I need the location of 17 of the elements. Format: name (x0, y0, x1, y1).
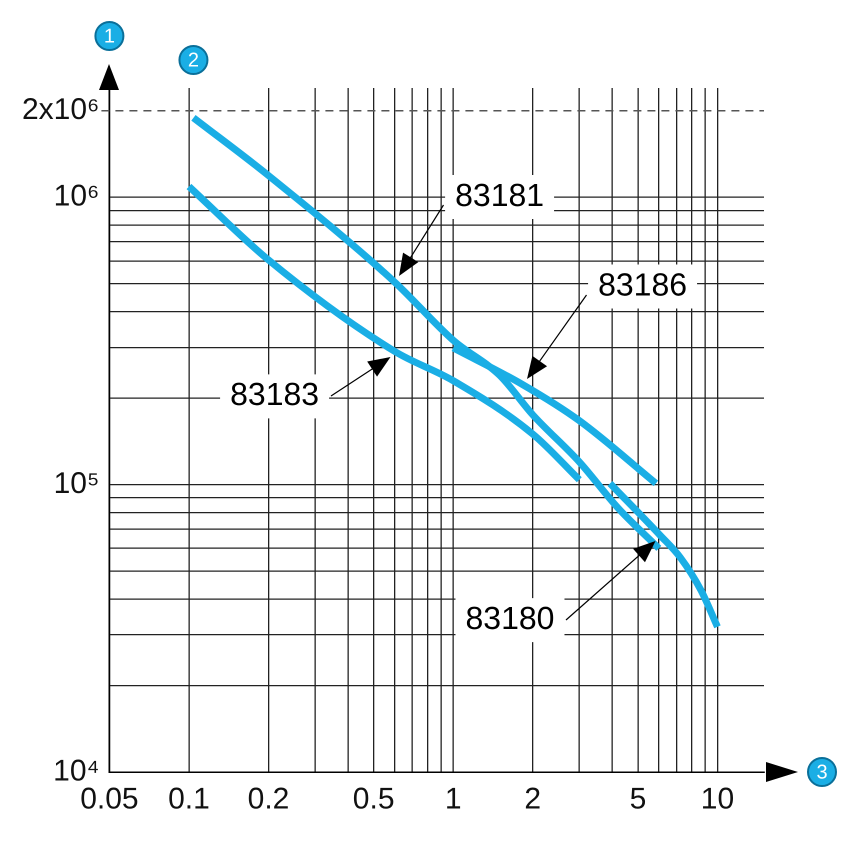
y-tick-label: 2x10⁶ (22, 93, 100, 126)
text: 83186 (598, 266, 688, 302)
x-tick-label: 10 (700, 782, 734, 816)
x-tick-label: 0.1 (168, 782, 210, 816)
text: 2 (188, 50, 200, 72)
y-tick-label: 10⁶ (54, 180, 100, 213)
x-axis-title: 3 (816, 762, 828, 784)
text: 83180 (465, 600, 554, 636)
y-axis-title: 1 (104, 26, 115, 48)
x-tick-label: 2 (524, 782, 542, 816)
x-tick-label: 5 (630, 782, 646, 816)
text: 83181 (455, 176, 544, 213)
y-tick-label: 10⁵ (54, 466, 100, 500)
x-tick-label: 0.2 (248, 782, 290, 816)
series-label: 83183 (230, 376, 320, 412)
x-tick-label: 0.5 (352, 782, 395, 816)
x-tick-label: 1 (444, 782, 462, 816)
